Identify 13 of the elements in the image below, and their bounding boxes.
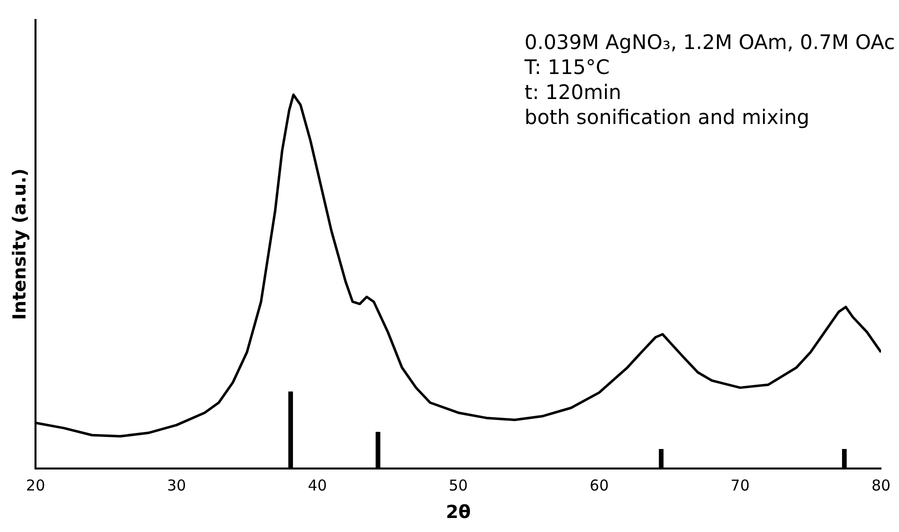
x-tick-label: 80 (871, 476, 891, 494)
text: 0.039M AgNO₃, 1.2M OAm, 0.7M OAc (524, 30, 896, 54)
x-tick-label: 40 (308, 476, 327, 494)
x-tick-label: 50 (448, 476, 468, 494)
text: T: 115°C (523, 55, 610, 80)
x-tick-label: 30 (166, 476, 186, 494)
y-axis-title: Intensity (a.u.) (9, 168, 30, 320)
x-tick-label: 20 (26, 476, 46, 494)
annotation: both sonification and mixing (524, 105, 810, 130)
x-tick-label: 60 (590, 476, 609, 494)
annotation: t: 120min (524, 80, 622, 104)
x-axis-title: 2θ (446, 502, 471, 523)
x-tick-label: 70 (730, 476, 750, 494)
